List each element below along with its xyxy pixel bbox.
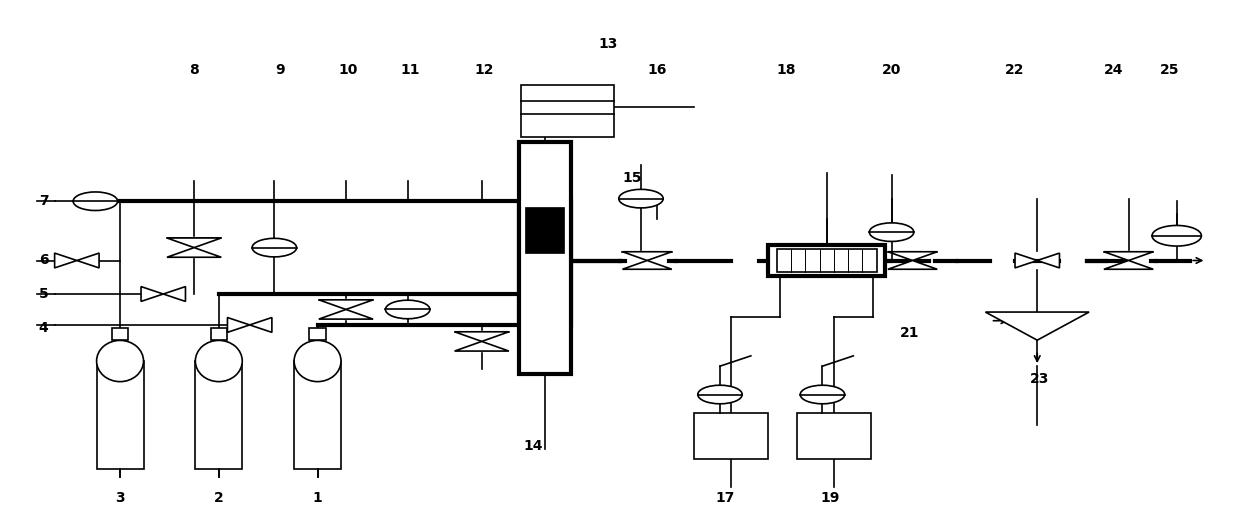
Ellipse shape bbox=[196, 340, 242, 381]
Bar bbox=[796, 413, 870, 459]
Bar bbox=[525, 207, 564, 253]
Bar bbox=[694, 413, 768, 459]
Text: 13: 13 bbox=[598, 37, 618, 51]
Polygon shape bbox=[167, 238, 221, 247]
Polygon shape bbox=[888, 252, 937, 260]
Text: 5: 5 bbox=[38, 287, 48, 301]
Polygon shape bbox=[1016, 253, 1037, 268]
Circle shape bbox=[73, 192, 118, 210]
Polygon shape bbox=[888, 260, 937, 269]
Polygon shape bbox=[249, 317, 272, 332]
Polygon shape bbox=[1104, 252, 1153, 260]
Polygon shape bbox=[622, 260, 672, 269]
Circle shape bbox=[698, 385, 743, 404]
Polygon shape bbox=[1104, 260, 1153, 269]
Polygon shape bbox=[55, 253, 77, 268]
Text: 22: 22 bbox=[1006, 63, 1024, 77]
Bar bbox=[196, 361, 242, 469]
Text: 10: 10 bbox=[339, 63, 358, 77]
Polygon shape bbox=[141, 287, 164, 302]
Text: 12: 12 bbox=[475, 63, 494, 77]
Text: 3: 3 bbox=[115, 491, 125, 505]
Circle shape bbox=[252, 238, 296, 257]
Ellipse shape bbox=[294, 340, 341, 381]
Bar bbox=[211, 328, 227, 340]
Circle shape bbox=[619, 189, 663, 208]
Bar bbox=[518, 142, 570, 374]
Circle shape bbox=[869, 223, 914, 241]
Text: 14: 14 bbox=[523, 439, 543, 453]
Text: 20: 20 bbox=[882, 63, 901, 77]
Bar bbox=[776, 249, 877, 272]
Bar bbox=[294, 361, 341, 469]
Text: 15: 15 bbox=[622, 171, 642, 185]
Text: 2: 2 bbox=[215, 491, 223, 505]
Text: 1: 1 bbox=[312, 491, 322, 505]
Text: 17: 17 bbox=[715, 491, 734, 505]
Polygon shape bbox=[622, 252, 672, 260]
Polygon shape bbox=[164, 287, 186, 302]
Bar bbox=[309, 328, 326, 340]
Text: 19: 19 bbox=[820, 491, 839, 505]
Polygon shape bbox=[455, 332, 508, 341]
Text: 4: 4 bbox=[38, 320, 48, 334]
Polygon shape bbox=[986, 312, 1089, 340]
Bar bbox=[97, 361, 144, 469]
Text: 24: 24 bbox=[1104, 63, 1123, 77]
Polygon shape bbox=[319, 300, 373, 309]
Text: 16: 16 bbox=[647, 63, 667, 77]
Text: 7: 7 bbox=[38, 194, 48, 208]
Text: 9: 9 bbox=[275, 63, 285, 77]
Bar bbox=[521, 85, 614, 137]
Polygon shape bbox=[167, 247, 221, 257]
Text: 21: 21 bbox=[900, 326, 920, 340]
Circle shape bbox=[386, 300, 430, 319]
Circle shape bbox=[800, 385, 844, 404]
Polygon shape bbox=[319, 309, 373, 319]
Circle shape bbox=[1152, 226, 1202, 246]
Bar bbox=[768, 245, 885, 276]
Text: 23: 23 bbox=[1030, 372, 1049, 386]
Polygon shape bbox=[1037, 253, 1059, 268]
Text: 11: 11 bbox=[401, 63, 420, 77]
Bar bbox=[112, 328, 128, 340]
Text: 6: 6 bbox=[38, 254, 48, 267]
Text: 18: 18 bbox=[777, 63, 796, 77]
Polygon shape bbox=[77, 253, 99, 268]
Text: 25: 25 bbox=[1159, 63, 1179, 77]
Ellipse shape bbox=[97, 340, 144, 381]
Polygon shape bbox=[227, 317, 249, 332]
Polygon shape bbox=[455, 341, 508, 351]
Text: 8: 8 bbox=[190, 63, 198, 77]
